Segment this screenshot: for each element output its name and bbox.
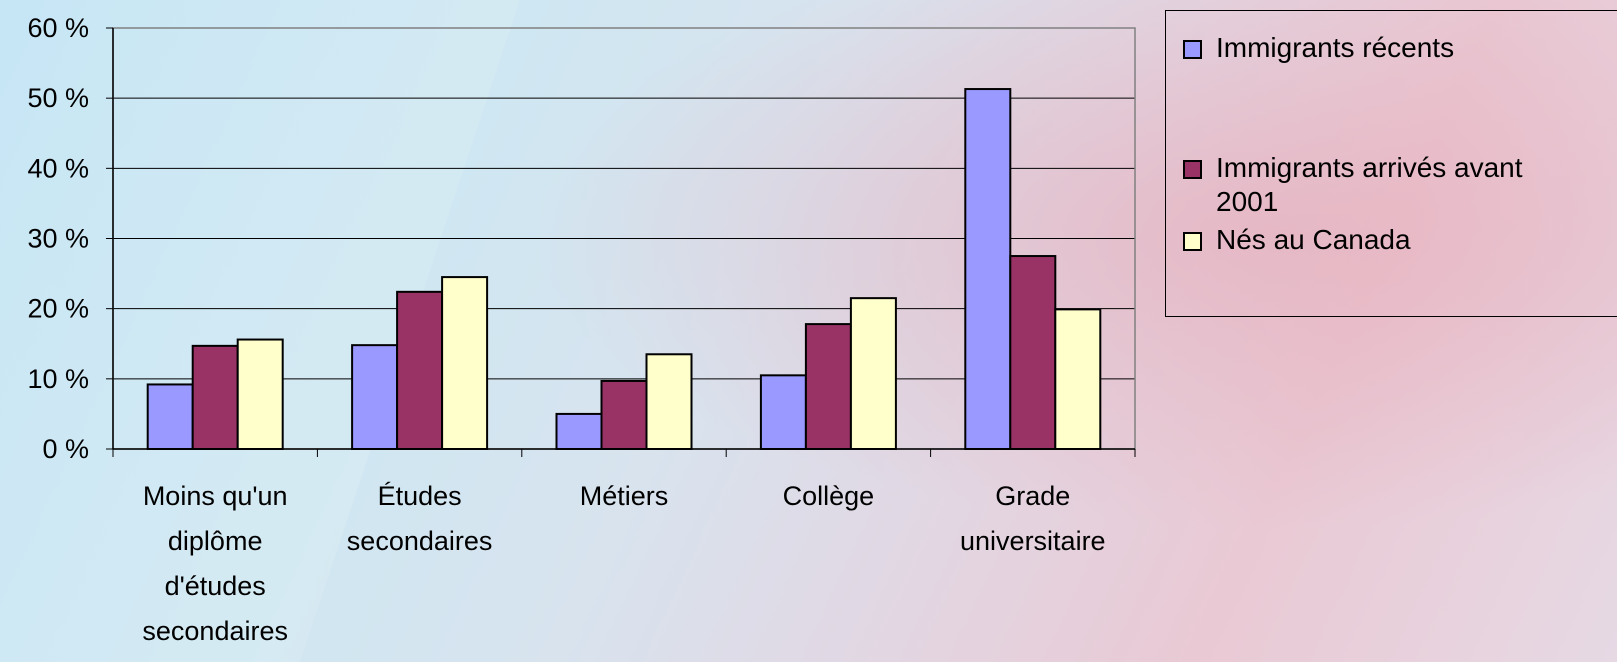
x-tick-label-line: Études — [378, 481, 462, 511]
y-tick-label: 50 % — [27, 83, 89, 113]
bar-3-4 — [849, 297, 897, 450]
legend-label-series-2: Immigrants arrivés avant 2001 — [1216, 151, 1617, 219]
x-tick-label: Études secondaires — [347, 481, 493, 556]
legend-swatch-series-1 — [1183, 40, 1202, 59]
bar-1-3 — [555, 412, 603, 450]
y-tick-label: 40 % — [27, 153, 89, 183]
x-tick-label-line: diplôme — [168, 526, 263, 556]
x-tick-label-line: Métiers — [580, 481, 669, 511]
x-tick-label-line: Moins qu'un — [143, 481, 288, 511]
x-tick-label-line: universitaire — [960, 526, 1106, 556]
x-tick-label-line: Grade — [995, 481, 1070, 511]
legend-item-series-2: Immigrants arrivés avant 2001 — [1183, 151, 1617, 219]
legend-label-line: 2001 — [1216, 186, 1279, 217]
y-tick-label: 10 % — [27, 364, 89, 394]
bar-3-1 — [236, 338, 284, 451]
bar-2-1 — [191, 344, 239, 451]
x-tick-label: Grade universitaire — [960, 481, 1106, 556]
bar-2-3 — [600, 379, 648, 450]
bar-1-4 — [759, 374, 807, 451]
y-tick-label: 60 % — [27, 13, 89, 43]
bar-2-4 — [804, 323, 852, 450]
bar-3-2 — [441, 276, 489, 451]
bar-3-5 — [1054, 308, 1102, 451]
bar-2-5 — [1009, 255, 1057, 450]
y-tick-label: 0 % — [42, 434, 89, 464]
legend-label-line: Immigrants récents — [1216, 32, 1455, 63]
bar-1-1 — [146, 383, 194, 450]
legend-label-line: Immigrants arrivés avant — [1216, 152, 1523, 183]
x-tick-label-line: d'études — [165, 571, 266, 601]
x-tick-label: Métiers — [580, 481, 669, 511]
bar-1-5 — [964, 88, 1012, 450]
legend-swatch-series-2 — [1183, 160, 1202, 179]
legend-label-series-3: Nés au Canada — [1216, 223, 1617, 257]
x-tick-label-line: secondaires — [142, 616, 288, 646]
legend-label-series-1: Immigrants récents — [1216, 31, 1617, 65]
legend-swatch-series-3 — [1183, 232, 1202, 251]
x-tick-label-line: Collège — [783, 481, 875, 511]
legend-label-line: Nés au Canada — [1216, 224, 1411, 255]
x-tick-label-line: secondaires — [347, 526, 493, 556]
bar-2-2 — [396, 290, 444, 450]
legend-item-series-3: Nés au Canada — [1183, 223, 1617, 257]
legend: Immigrants récents Immigrants arrivés av… — [1165, 10, 1617, 317]
x-tick-label: Collège — [783, 481, 875, 511]
bar-3-3 — [645, 353, 693, 450]
y-tick-label: 20 % — [27, 294, 89, 324]
bar-1-2 — [351, 344, 399, 450]
legend-item-series-1: Immigrants récents — [1183, 31, 1617, 65]
y-tick-label: 30 % — [27, 224, 89, 254]
x-tick-label: Moins qu'un diplôme d'études secondaires — [142, 481, 288, 646]
